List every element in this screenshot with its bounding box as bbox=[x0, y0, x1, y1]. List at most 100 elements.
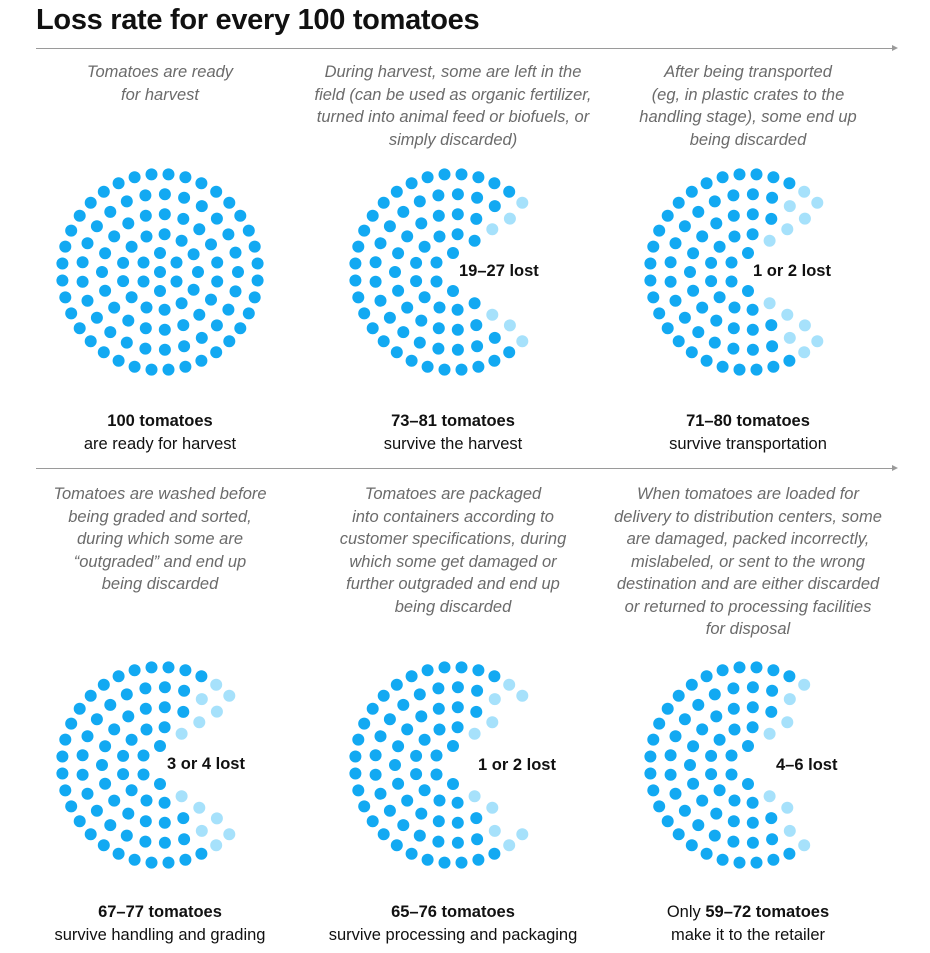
tomato-dot bbox=[358, 800, 371, 813]
tomato-dot bbox=[728, 794, 741, 807]
tomato-dot bbox=[117, 768, 130, 781]
tomato-dot bbox=[397, 819, 410, 832]
tomato-dot bbox=[692, 819, 705, 832]
lost-tomato-dot bbox=[763, 234, 776, 247]
tomato-dot bbox=[700, 670, 713, 683]
tomato-dot bbox=[84, 828, 97, 841]
tomato-dot bbox=[661, 702, 674, 715]
tomato-dot bbox=[696, 230, 709, 243]
tomato-dot bbox=[488, 177, 501, 190]
tomato-dot bbox=[104, 205, 117, 218]
tomato-dot bbox=[248, 291, 261, 304]
tomato-dot bbox=[81, 787, 94, 800]
tomato-dot bbox=[210, 185, 223, 198]
result-prefix: Only bbox=[666, 903, 706, 921]
chart-title: Loss rate for every 100 tomatoes bbox=[36, 4, 480, 36]
tomato-dot bbox=[392, 777, 405, 790]
lost-tomato-dot bbox=[798, 212, 811, 225]
tomato-dot bbox=[139, 322, 152, 335]
tomato-dot bbox=[451, 721, 464, 734]
tomato-dot bbox=[122, 217, 135, 230]
tomato-dot bbox=[349, 257, 362, 270]
tomato-dot bbox=[76, 749, 89, 762]
tomato-dot bbox=[432, 209, 445, 222]
lost-tomato-dot bbox=[798, 346, 811, 359]
tomato-dot bbox=[644, 767, 657, 780]
tomato-dot bbox=[647, 733, 660, 746]
lost-tomato-dot bbox=[223, 828, 236, 841]
lost-tomato-dot bbox=[486, 308, 499, 321]
tomato-dot bbox=[746, 816, 759, 829]
tomato-dot bbox=[145, 856, 158, 869]
tomato-dot bbox=[234, 209, 247, 222]
result-caption: survive handling and grading bbox=[54, 926, 266, 944]
tomato-dot bbox=[76, 275, 89, 288]
tomato-dot bbox=[727, 702, 740, 715]
tomato-dot bbox=[76, 768, 89, 781]
stage-result: 71–80 tomatoes survive transportation bbox=[598, 410, 898, 456]
tomato-dot bbox=[713, 240, 726, 253]
tomato-dot bbox=[193, 223, 206, 236]
tomato-dot bbox=[390, 678, 403, 691]
tomato-dot bbox=[765, 319, 778, 332]
tomato-dot bbox=[97, 839, 110, 852]
tomato-dot bbox=[661, 815, 674, 828]
tomato-dot bbox=[104, 326, 117, 339]
tomato-dot bbox=[647, 784, 660, 797]
tomato-dot bbox=[195, 331, 208, 344]
lost-tomato-dot bbox=[516, 335, 529, 348]
tomato-dot bbox=[750, 363, 763, 376]
stage-description: Tomatoes are washed before being graded a… bbox=[53, 485, 267, 593]
lost-tomato-dot bbox=[193, 801, 206, 814]
tomato-dot bbox=[727, 209, 740, 222]
tomato-dot bbox=[81, 294, 94, 307]
tomato-dot bbox=[421, 171, 434, 184]
tomato-dot bbox=[727, 682, 740, 695]
tomato-dot bbox=[410, 749, 423, 762]
tomato-dot bbox=[471, 191, 484, 204]
tomato-dot bbox=[710, 710, 723, 723]
tomato-dot bbox=[472, 171, 485, 184]
tomato-dot bbox=[766, 191, 779, 204]
stage-description: Tomatoes are packaged into containers acc… bbox=[339, 485, 567, 616]
tomato-dot bbox=[59, 784, 72, 797]
tomato-dot bbox=[746, 228, 759, 241]
tomato-dot bbox=[405, 670, 418, 683]
tomato-dot bbox=[99, 247, 112, 260]
tomato-dot bbox=[401, 723, 414, 736]
tomato-dot bbox=[99, 740, 112, 753]
tomato-dots bbox=[349, 168, 529, 376]
tomato-dot bbox=[178, 684, 191, 697]
tomato-dot bbox=[366, 322, 379, 335]
tomato-dot bbox=[438, 856, 451, 869]
lost-tomato-dot bbox=[503, 319, 516, 332]
tomato-dot bbox=[59, 240, 72, 253]
tomato-dot bbox=[503, 346, 516, 359]
tomato-dot bbox=[120, 829, 133, 842]
tomato-dot bbox=[145, 661, 158, 674]
tomato-dot bbox=[358, 717, 371, 730]
tomato-dot bbox=[377, 828, 390, 841]
tomato-dot bbox=[696, 794, 709, 807]
tomato-dot bbox=[112, 354, 125, 367]
tomato-dot bbox=[383, 804, 396, 817]
stage-result: Only 59–72 tomatoes make it to the retai… bbox=[598, 901, 898, 947]
tomato-dot bbox=[438, 168, 451, 181]
tomato-dot bbox=[684, 266, 696, 278]
lost-tomato-dot bbox=[210, 678, 223, 691]
lost-tomato-dot bbox=[798, 185, 811, 198]
tomato-dot bbox=[81, 237, 94, 250]
tomato-dot bbox=[746, 721, 759, 734]
tomato-dot bbox=[96, 759, 108, 771]
tomato-dot bbox=[352, 784, 365, 797]
tomato-dot bbox=[653, 717, 666, 730]
tomato-dot bbox=[139, 815, 152, 828]
tomato-dot bbox=[383, 713, 396, 726]
tomato-dot bbox=[710, 314, 723, 327]
tomato-dot bbox=[451, 188, 464, 201]
tomato-dot bbox=[195, 847, 208, 860]
tomato-dot bbox=[211, 275, 224, 288]
tomato-dot bbox=[140, 794, 153, 807]
tomato-dot bbox=[716, 360, 729, 373]
lost-tomato-dot bbox=[503, 678, 516, 691]
